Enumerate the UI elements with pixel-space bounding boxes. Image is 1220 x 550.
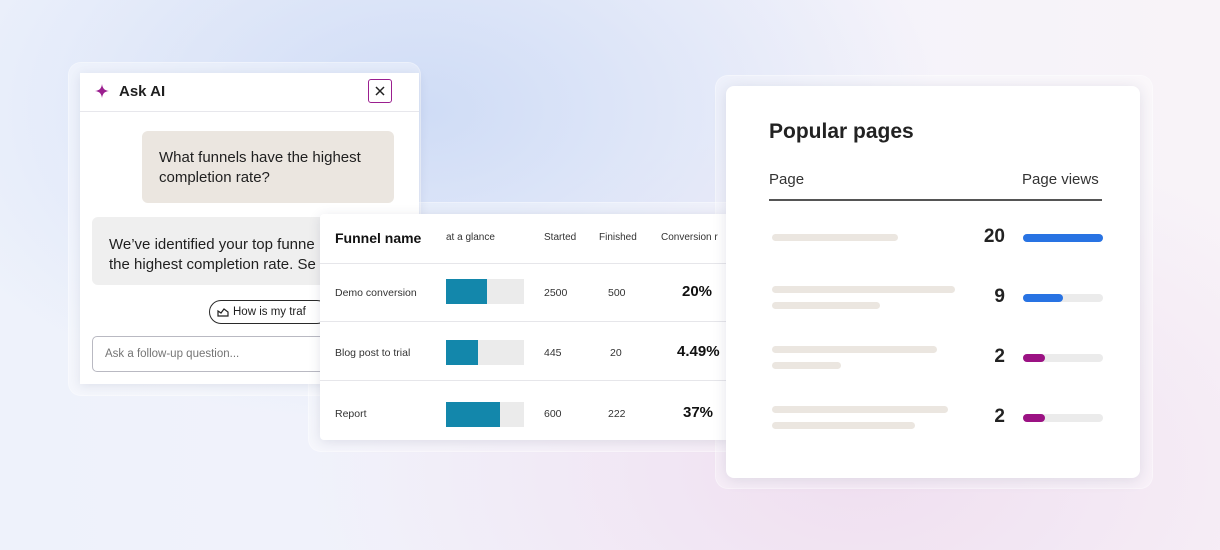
views-bar bbox=[1023, 294, 1103, 302]
funnel-name: Demo conversion bbox=[335, 287, 417, 299]
column-page-views: Page views bbox=[1022, 171, 1099, 188]
column-page: Page bbox=[769, 171, 805, 188]
chart-icon bbox=[217, 308, 229, 317]
views-bar-fill bbox=[1023, 234, 1103, 242]
page-views-value: 2 bbox=[994, 406, 1005, 427]
ai-message-line-2: the highest completion rate. Se bbox=[109, 256, 316, 273]
views-bar-fill bbox=[1023, 354, 1045, 362]
conversion-rate: 37% bbox=[683, 404, 714, 421]
page-views-value: 20 bbox=[983, 226, 1005, 247]
header-divider bbox=[769, 199, 1102, 201]
glance-bar bbox=[446, 279, 524, 304]
funnel-header-row: Funnel name at a glance Started Finished… bbox=[320, 214, 730, 264]
table-row[interactable]: Demo conversion 2500 500 20% bbox=[320, 263, 730, 322]
page-views-value: 2 bbox=[994, 346, 1005, 367]
ask-ai-title: Ask AI bbox=[119, 83, 166, 100]
conversion-rate: 4.49% bbox=[677, 343, 720, 360]
glance-bar-fill bbox=[446, 340, 478, 365]
header-at-a-glance: at a glance bbox=[446, 232, 495, 243]
page-name-placeholder bbox=[772, 346, 937, 353]
page-name-placeholder bbox=[772, 234, 898, 241]
page-name-placeholder bbox=[772, 362, 841, 369]
funnel-name: Blog post to trial bbox=[335, 347, 411, 359]
glance-bar bbox=[446, 340, 524, 365]
finished-value: 500 bbox=[608, 287, 626, 299]
header-funnel-name: Funnel name bbox=[335, 230, 422, 246]
close-button[interactable] bbox=[368, 79, 392, 103]
close-icon bbox=[375, 86, 385, 96]
started-value: 2500 bbox=[544, 287, 568, 299]
header-finished: Finished bbox=[599, 232, 637, 243]
funnel-table: Funnel name at a glance Started Finished… bbox=[320, 214, 730, 440]
table-row[interactable]: Report 600 222 37% bbox=[320, 380, 730, 440]
popular-pages-title: Popular pages bbox=[769, 120, 914, 143]
finished-value: 222 bbox=[608, 408, 626, 420]
glance-bar-fill bbox=[446, 402, 500, 427]
page-name-placeholder bbox=[772, 286, 955, 293]
suggestion-chip[interactable]: How is my traf bbox=[209, 300, 329, 324]
suggestion-label: How is my traf bbox=[233, 306, 306, 318]
glance-bar-fill bbox=[446, 279, 487, 304]
page-name-placeholder bbox=[772, 406, 948, 413]
views-bar bbox=[1023, 234, 1103, 242]
conversion-rate: 20% bbox=[682, 283, 713, 300]
views-bar bbox=[1023, 354, 1103, 362]
started-value: 445 bbox=[544, 347, 562, 359]
popular-pages-card: Popular pages Page Page views 20 9 2 2 bbox=[726, 86, 1140, 478]
finished-value: 20 bbox=[610, 347, 622, 359]
page-name-placeholder bbox=[772, 302, 880, 309]
views-bar bbox=[1023, 414, 1103, 422]
sparkle-icon bbox=[95, 84, 109, 98]
started-value: 600 bbox=[544, 408, 562, 420]
views-bar-fill bbox=[1023, 294, 1063, 302]
ai-message-line-1: We’ve identified your top funne bbox=[109, 236, 315, 253]
page-name-placeholder bbox=[772, 422, 915, 429]
ask-ai-header: Ask AI bbox=[80, 73, 419, 112]
page-views-value: 9 bbox=[994, 286, 1005, 307]
funnel-name: Report bbox=[335, 408, 367, 420]
views-bar-fill bbox=[1023, 414, 1045, 422]
user-message: What funnels have the highest completion… bbox=[142, 131, 394, 203]
glance-bar bbox=[446, 402, 524, 427]
table-row[interactable]: Blog post to trial 445 20 4.49% bbox=[320, 321, 730, 381]
header-conversion-rate: Conversion r bbox=[661, 232, 718, 243]
header-started: Started bbox=[544, 232, 577, 243]
